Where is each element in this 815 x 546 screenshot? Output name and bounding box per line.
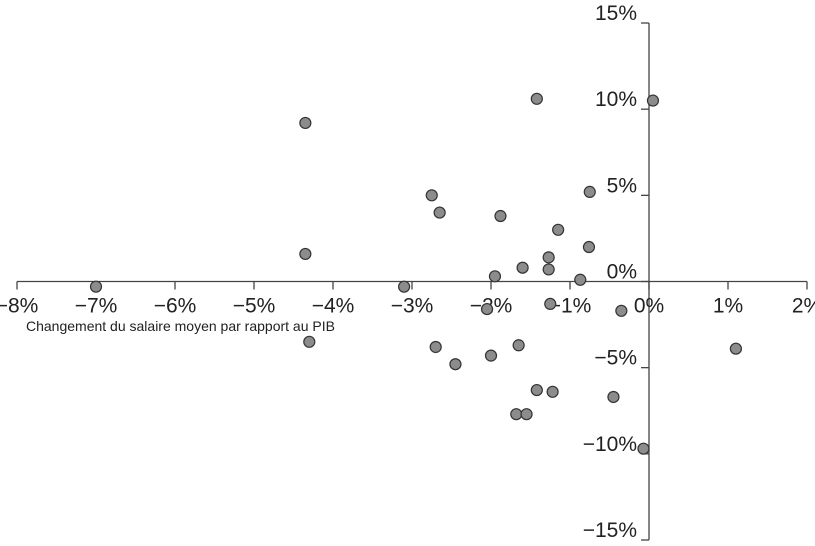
data-point (516, 261, 529, 274)
x-tick-label: −4% (312, 295, 355, 318)
y-axis-tick-labels: 15% 10% 5% 0% −5% −10% −15% (583, 2, 637, 542)
data-point (607, 390, 620, 404)
data-point (89, 280, 103, 293)
x-tick-label: −3% (391, 295, 434, 318)
data-point (646, 94, 660, 107)
data-point (512, 339, 525, 352)
x-tick-label: 0% (634, 295, 664, 318)
data-points (89, 92, 743, 455)
x-tick-label: 2% (792, 295, 815, 318)
data-point (520, 408, 533, 421)
y-tick-label: 0% (607, 261, 637, 284)
data-point (429, 340, 442, 354)
data-point (299, 116, 312, 130)
data-point (583, 185, 596, 198)
y-tick-label: 10% (595, 88, 637, 111)
y-tick-label: −5% (594, 347, 637, 370)
x-tick-label: 1% (713, 295, 743, 318)
y-tick-label: −15% (583, 519, 637, 542)
x-tick-label: −5% (233, 295, 276, 318)
data-point (398, 280, 411, 293)
data-point (510, 408, 523, 421)
data-point (484, 349, 498, 362)
x-tick-label: −6% (154, 295, 197, 318)
y-tick-label: −10% (583, 433, 637, 456)
x-tick-label: −7% (75, 295, 118, 318)
y-tick-label: 15% (595, 2, 637, 25)
data-point (425, 189, 438, 202)
y-tick-label: 5% (607, 174, 637, 197)
data-point (299, 247, 312, 261)
data-point (530, 92, 543, 105)
x-axis-title: Changement du salaire moyen par rapport … (26, 318, 335, 334)
x-tick-label: −8% (0, 295, 38, 318)
data-point (574, 273, 587, 286)
data-point (494, 209, 507, 223)
data-point (552, 223, 565, 236)
x-axis-tick-labels: −8%−7%−6%−5%−4%−3%−2%−1%0%1%2% (0, 295, 815, 318)
data-point (637, 442, 650, 455)
x-axis-ticks (16, 281, 808, 290)
data-point (488, 270, 502, 283)
data-point (449, 358, 462, 371)
data-point (582, 240, 596, 254)
data-point (542, 251, 555, 264)
data-point (729, 342, 743, 355)
data-point (544, 297, 557, 311)
data-point (546, 385, 559, 398)
data-point (530, 383, 543, 397)
x-tick-label: −1% (549, 295, 592, 318)
data-point (615, 304, 628, 317)
data-point (480, 302, 494, 316)
data-point (303, 335, 316, 348)
data-point (542, 263, 555, 276)
data-point (433, 206, 446, 219)
